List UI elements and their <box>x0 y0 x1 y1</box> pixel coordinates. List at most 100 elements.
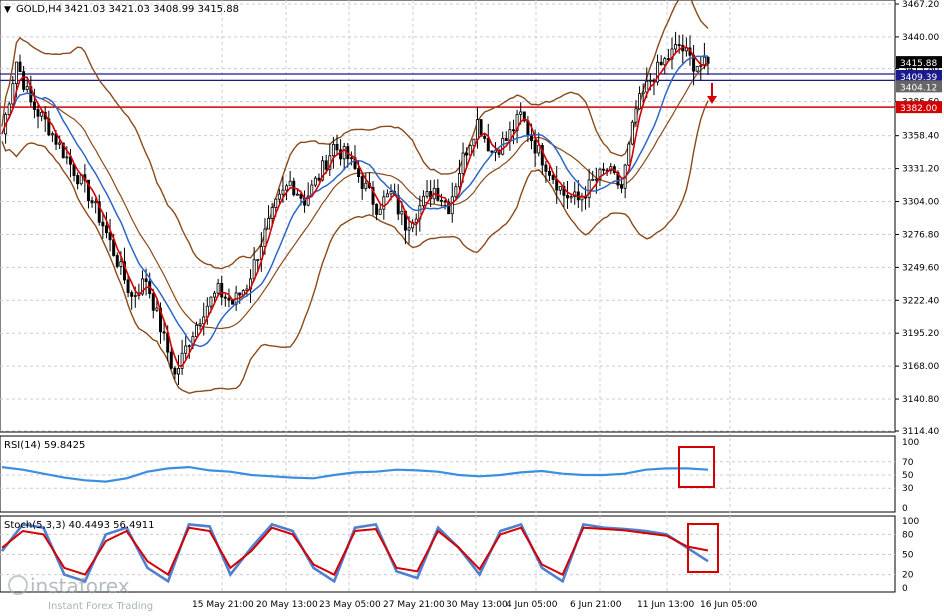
candle-bull <box>558 186 562 191</box>
candle-bear <box>706 56 710 64</box>
candle-bear <box>32 101 36 110</box>
price-tick-label: 3413.80 <box>902 65 939 75</box>
candle-bear <box>659 61 663 66</box>
candle-bear <box>443 200 447 203</box>
candle-bull <box>569 196 573 199</box>
candle-bear <box>299 193 303 199</box>
price-tick-label: 3304.00 <box>902 198 939 208</box>
candle-bear <box>439 199 443 202</box>
candle-bull <box>281 189 285 195</box>
candle-bull <box>14 61 18 85</box>
candle-bull <box>349 157 353 160</box>
candle-bull <box>587 179 591 199</box>
candle-bull <box>198 323 202 326</box>
price-tag-box <box>896 101 942 114</box>
stoch-highlight-box <box>687 523 719 573</box>
candle-bull <box>378 208 382 215</box>
candle-bull <box>421 195 425 207</box>
candle-bull <box>11 83 15 105</box>
candle-bull <box>306 195 310 206</box>
collapse-triangle-icon[interactable]: ▼ <box>4 5 11 15</box>
rsi-tick-label: 0 <box>902 504 908 514</box>
candle-bear <box>169 351 173 369</box>
candle-bull <box>7 103 11 115</box>
rsi-highlight-box <box>678 446 715 488</box>
candle-bull <box>40 111 44 117</box>
candle-bull <box>267 218 271 230</box>
candle-bull <box>313 177 317 186</box>
candle-bull <box>263 228 267 247</box>
candle-bull <box>414 218 418 223</box>
candle-bull <box>177 367 180 375</box>
candle-bull <box>331 143 335 157</box>
candle-bear <box>677 44 681 46</box>
candle-bear <box>220 282 224 298</box>
price-tag-label: 3382.00 <box>900 104 937 114</box>
stoch-label: Stoch(5,3,3) 40.4493 56.4911 <box>4 520 155 531</box>
candle-bear <box>512 129 515 132</box>
candle-bear <box>101 221 105 227</box>
candle-bull <box>25 86 29 90</box>
candle-bear <box>620 184 624 189</box>
price-tick-label: 3168.00 <box>902 362 939 372</box>
candle-bear <box>533 140 537 154</box>
time-label: 23 May 05:00 <box>319 600 381 610</box>
candle-bull <box>119 261 123 267</box>
candle-bull <box>475 119 479 140</box>
candle-bear <box>566 194 570 199</box>
candle-bear <box>115 255 119 267</box>
candle-bull <box>295 193 299 196</box>
rsi-tick-label: 50 <box>902 471 914 481</box>
candle-bull <box>133 295 137 297</box>
candle-bull <box>627 143 631 166</box>
stoch-tick-label: 50 <box>902 551 914 561</box>
candle-bear <box>22 71 26 90</box>
candle-bull <box>580 196 584 201</box>
symbol-label: GOLD,H4 <box>16 4 62 15</box>
candle-bear <box>548 170 551 176</box>
price-tag-label: 3404.12 <box>900 83 937 93</box>
candle-bear <box>465 152 469 156</box>
candle-bull <box>591 179 595 181</box>
candle-bear <box>504 138 508 142</box>
candle-bear <box>97 201 101 223</box>
price-tag-box <box>896 69 942 82</box>
candle-bear <box>490 150 494 153</box>
candle-bull <box>674 44 678 50</box>
candle-bear <box>126 279 130 293</box>
candle-bull <box>187 345 191 348</box>
candle-bull <box>450 196 454 215</box>
candle-bear <box>335 143 339 151</box>
horizontal-levels <box>0 73 895 108</box>
candle-bull <box>472 138 476 146</box>
candle-bull <box>501 138 505 155</box>
candle-bear <box>223 296 227 299</box>
rsi-tick-label: 70 <box>902 458 914 468</box>
candle-bull <box>400 210 404 215</box>
price-tag-box <box>896 80 942 93</box>
candle-bear <box>108 232 112 241</box>
candle-bull <box>519 111 523 115</box>
candle-bull <box>670 48 674 60</box>
candle-bull <box>663 58 667 66</box>
candle-bull <box>180 352 184 369</box>
candle-bear <box>76 175 80 185</box>
candle-bull <box>425 191 429 197</box>
candle-bear <box>486 138 490 152</box>
candle-bull <box>638 93 642 110</box>
candle-bull <box>342 146 346 160</box>
candle-bear <box>162 331 166 334</box>
candle-bear <box>86 179 90 202</box>
candle-bull <box>270 207 274 219</box>
candle-bull <box>285 185 289 191</box>
price-tag-label: 3409.39 <box>900 73 937 83</box>
candle-bull <box>598 168 602 180</box>
candle-bull <box>461 152 465 174</box>
stoch-tick-label: 100 <box>902 517 919 527</box>
candle-bull <box>695 66 699 72</box>
candle-bear <box>104 225 108 234</box>
candle-bull <box>630 121 634 145</box>
candle-bull <box>58 142 62 145</box>
instaforex-logo: instaforex Instant Forex Trading <box>8 574 153 612</box>
candle-bull <box>537 145 541 154</box>
